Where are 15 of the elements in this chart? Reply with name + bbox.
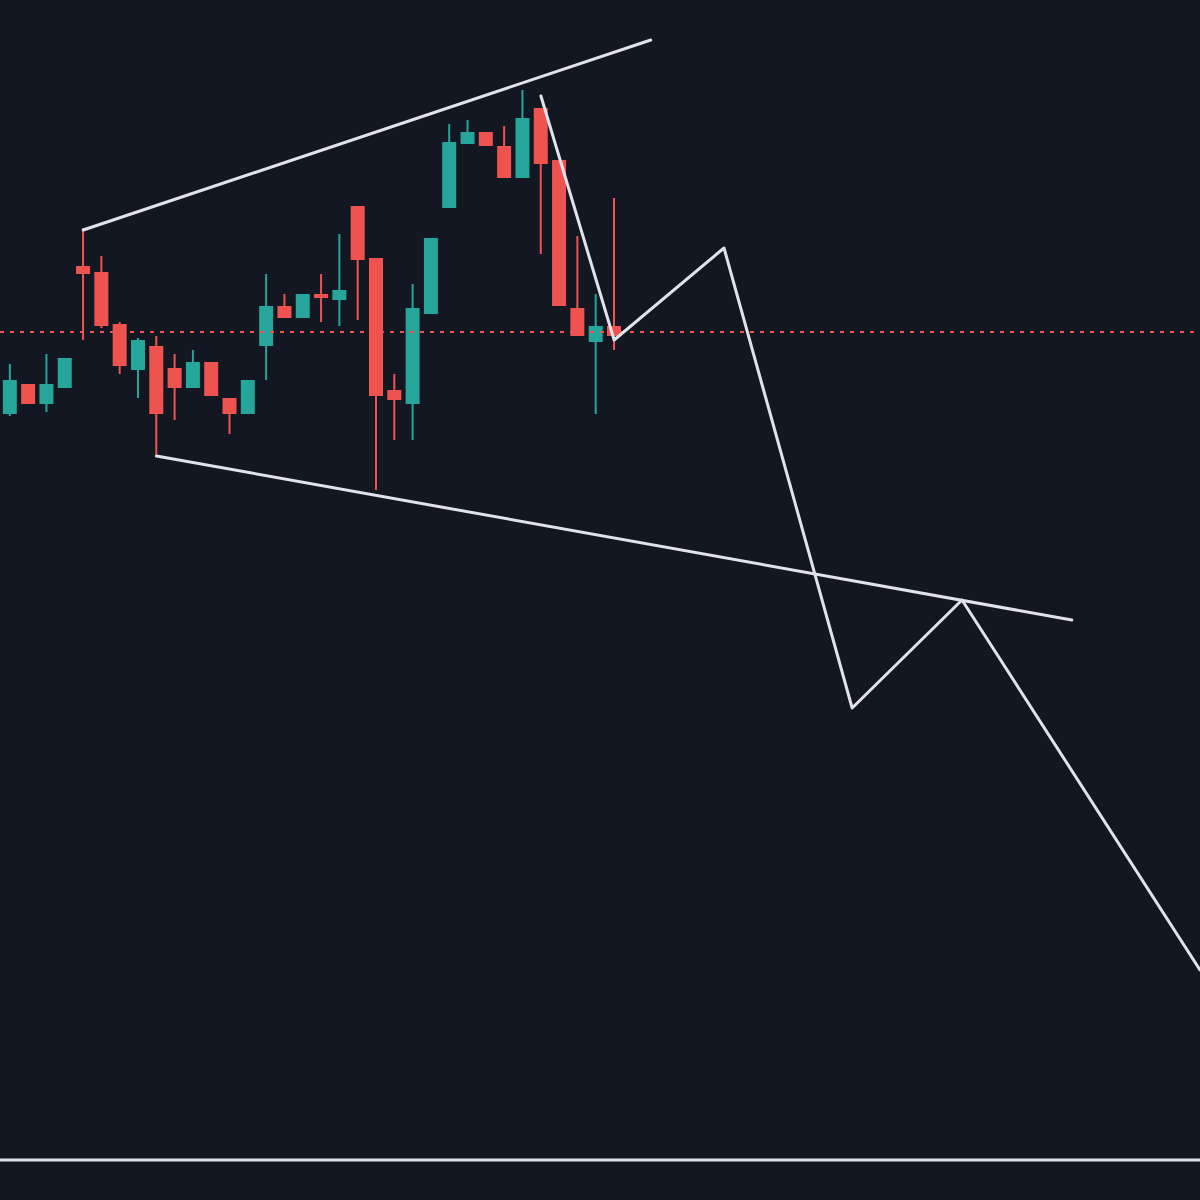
- candlestick: [204, 362, 219, 396]
- candlestick: [167, 353, 182, 421]
- candlestick: [314, 273, 329, 323]
- candlestick: [39, 353, 54, 413]
- candlestick: [222, 397, 237, 435]
- candlestick: [497, 125, 512, 179]
- candlestick: [588, 293, 603, 415]
- candlestick: [387, 373, 402, 441]
- candlestick: [259, 273, 274, 381]
- candlestick: [240, 380, 255, 414]
- candlestick: [332, 233, 347, 327]
- candlestick: [130, 337, 145, 399]
- candlestick: [185, 349, 200, 389]
- candlestick: [2, 363, 17, 417]
- candlestick: [57, 358, 72, 388]
